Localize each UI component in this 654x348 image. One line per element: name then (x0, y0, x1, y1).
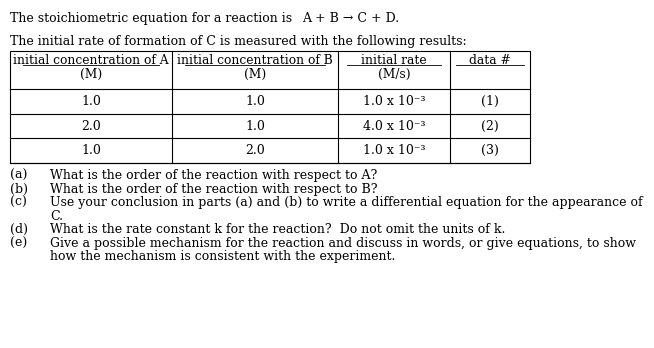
Text: how the mechanism is consistent with the experiment.: how the mechanism is consistent with the… (50, 250, 396, 263)
Text: (c): (c) (10, 196, 27, 209)
Text: What is the order of the reaction with respect to B?: What is the order of the reaction with r… (50, 182, 377, 196)
Text: 1.0: 1.0 (81, 144, 101, 157)
Text: (1): (1) (481, 95, 499, 108)
Text: What is the order of the reaction with respect to A?: What is the order of the reaction with r… (50, 169, 377, 182)
Text: (e): (e) (10, 237, 27, 250)
Text: (d): (d) (10, 223, 28, 236)
Text: 1.0: 1.0 (81, 95, 101, 108)
Text: 2.0: 2.0 (245, 144, 265, 157)
Text: (M/s): (M/s) (378, 68, 410, 81)
Text: 1.0 x 10⁻³: 1.0 x 10⁻³ (363, 95, 425, 108)
Text: (M): (M) (244, 68, 266, 81)
Text: C.: C. (50, 209, 63, 222)
Text: (a): (a) (10, 169, 27, 182)
Text: The initial rate of formation of C is measured with the following results:: The initial rate of formation of C is me… (10, 35, 466, 48)
Text: 2.0: 2.0 (81, 119, 101, 133)
Text: data #: data # (469, 54, 511, 67)
Bar (10, 51, 530, 163)
Text: 1.0: 1.0 (245, 119, 265, 133)
Text: The stoichiometric equation for a reaction is: The stoichiometric equation for a reacti… (10, 12, 292, 25)
Text: A + B → C + D.: A + B → C + D. (302, 12, 399, 25)
Text: (3): (3) (481, 144, 499, 157)
Text: (2): (2) (481, 119, 499, 133)
Text: 4.0 x 10⁻³: 4.0 x 10⁻³ (363, 119, 425, 133)
Text: What is the rate constant k for the reaction?  Do not omit the units of k.: What is the rate constant k for the reac… (50, 223, 506, 236)
Text: 1.0: 1.0 (245, 95, 265, 108)
Text: (M): (M) (80, 68, 102, 81)
Text: Use your conclusion in parts (a) and (b) to write a differential equation for th: Use your conclusion in parts (a) and (b)… (50, 196, 643, 209)
Text: (b): (b) (10, 182, 28, 196)
Text: Give a possible mechanism for the reaction and discuss in words, or give equatio: Give a possible mechanism for the reacti… (50, 237, 636, 250)
Text: initial rate: initial rate (361, 54, 427, 67)
Text: 1.0 x 10⁻³: 1.0 x 10⁻³ (363, 144, 425, 157)
Text: initial concentration of B: initial concentration of B (177, 54, 333, 67)
Text: initial concentration of A: initial concentration of A (13, 54, 169, 67)
